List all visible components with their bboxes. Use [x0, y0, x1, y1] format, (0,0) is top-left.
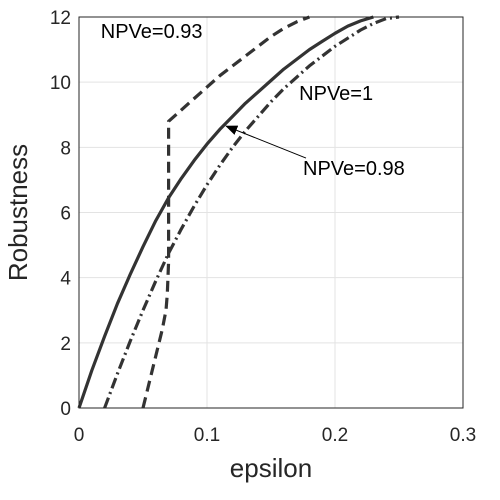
series-line: [141, 15, 310, 409]
annotation-arrow: [225, 125, 307, 159]
series-line: [103, 15, 400, 409]
series-lines: [77, 15, 400, 409]
y-tick-label: 0: [60, 399, 71, 420]
x-tick-labels: 0 0.1 0.2 0.3: [74, 425, 477, 446]
y-axis-title: Robustness: [3, 144, 33, 281]
x-tick-label: 0: [74, 425, 85, 446]
plot-area-border: [78, 16, 464, 409]
y-tick-label: 4: [60, 269, 71, 290]
y-tick-label: 6: [60, 204, 71, 225]
y-tick-label: 2: [60, 334, 71, 355]
y-tick-label: 12: [50, 8, 71, 29]
series-line: [77, 15, 374, 409]
y-tick-label: 8: [60, 138, 71, 159]
annotation-label: NPVe=0.93: [101, 21, 203, 43]
y-tick-label: 10: [50, 73, 71, 94]
annotation-label: NPVe=1: [299, 83, 373, 105]
annotations: NPVe=0.93 NPVe=1 NPVe=0.98: [101, 21, 405, 180]
x-tick-label: 0.3: [450, 425, 476, 446]
annotation-label: NPVe=0.98: [303, 158, 405, 180]
x-axis-title: epsilon: [230, 453, 312, 483]
x-tick-label: 0.1: [194, 425, 220, 446]
x-tick-label: 0.2: [322, 425, 348, 446]
y-tick-labels: 0 2 4 6 8 10 12: [50, 8, 72, 420]
grid-lines: [78, 16, 464, 409]
